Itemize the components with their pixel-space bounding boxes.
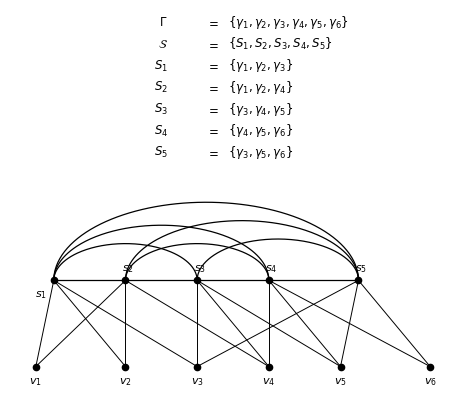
- Text: $=$: $=$: [206, 81, 219, 94]
- Text: $v_5$: $v_5$: [334, 377, 347, 389]
- Text: $v_2$: $v_2$: [119, 377, 132, 389]
- Text: $=$: $=$: [206, 103, 219, 116]
- Text: $S_3$: $S_3$: [154, 102, 168, 117]
- Text: $=$: $=$: [206, 59, 219, 73]
- Text: $=$: $=$: [206, 16, 219, 29]
- Text: $s_2$: $s_2$: [122, 263, 134, 275]
- Text: $=$: $=$: [206, 124, 219, 138]
- Text: $=$: $=$: [206, 146, 219, 159]
- Text: $\{S_1, S_2, S_3, S_4, S_5\}$: $\{S_1, S_2, S_3, S_4, S_5\}$: [228, 36, 333, 53]
- Text: $S_1$: $S_1$: [154, 59, 168, 73]
- Text: $=$: $=$: [206, 38, 219, 51]
- Text: $\Gamma$: $\Gamma$: [159, 16, 168, 29]
- Text: $v_3$: $v_3$: [191, 377, 204, 389]
- Text: $v_6$: $v_6$: [424, 377, 437, 389]
- Text: $\{\gamma_4, \gamma_5, \gamma_6\}$: $\{\gamma_4, \gamma_5, \gamma_6\}$: [228, 122, 294, 140]
- Text: $\{\gamma_1, \gamma_2, \gamma_3, \gamma_4, \gamma_5, \gamma_6\}$: $\{\gamma_1, \gamma_2, \gamma_3, \gamma_…: [228, 14, 349, 31]
- Text: $v_4$: $v_4$: [262, 377, 275, 389]
- Text: $\mathcal{S}$: $\mathcal{S}$: [158, 38, 168, 51]
- Text: $s_3$: $s_3$: [193, 263, 206, 275]
- Text: $s_4$: $s_4$: [265, 263, 278, 275]
- Text: $\{\gamma_1, \gamma_2, \gamma_3\}$: $\{\gamma_1, \gamma_2, \gamma_3\}$: [228, 57, 294, 75]
- Text: $v_1$: $v_1$: [29, 377, 42, 389]
- Text: $S_4$: $S_4$: [153, 124, 168, 138]
- Text: $\{\gamma_3, \gamma_5, \gamma_6\}$: $\{\gamma_3, \gamma_5, \gamma_6\}$: [228, 144, 294, 161]
- Text: $\{\gamma_3, \gamma_4, \gamma_5\}$: $\{\gamma_3, \gamma_4, \gamma_5\}$: [228, 101, 294, 118]
- Text: $s_5$: $s_5$: [355, 263, 367, 275]
- Text: $\{\gamma_1, \gamma_2, \gamma_4\}$: $\{\gamma_1, \gamma_2, \gamma_4\}$: [228, 79, 294, 96]
- Text: $s_1$: $s_1$: [34, 289, 47, 301]
- Text: $S_2$: $S_2$: [154, 80, 168, 95]
- Text: $S_5$: $S_5$: [154, 145, 168, 160]
